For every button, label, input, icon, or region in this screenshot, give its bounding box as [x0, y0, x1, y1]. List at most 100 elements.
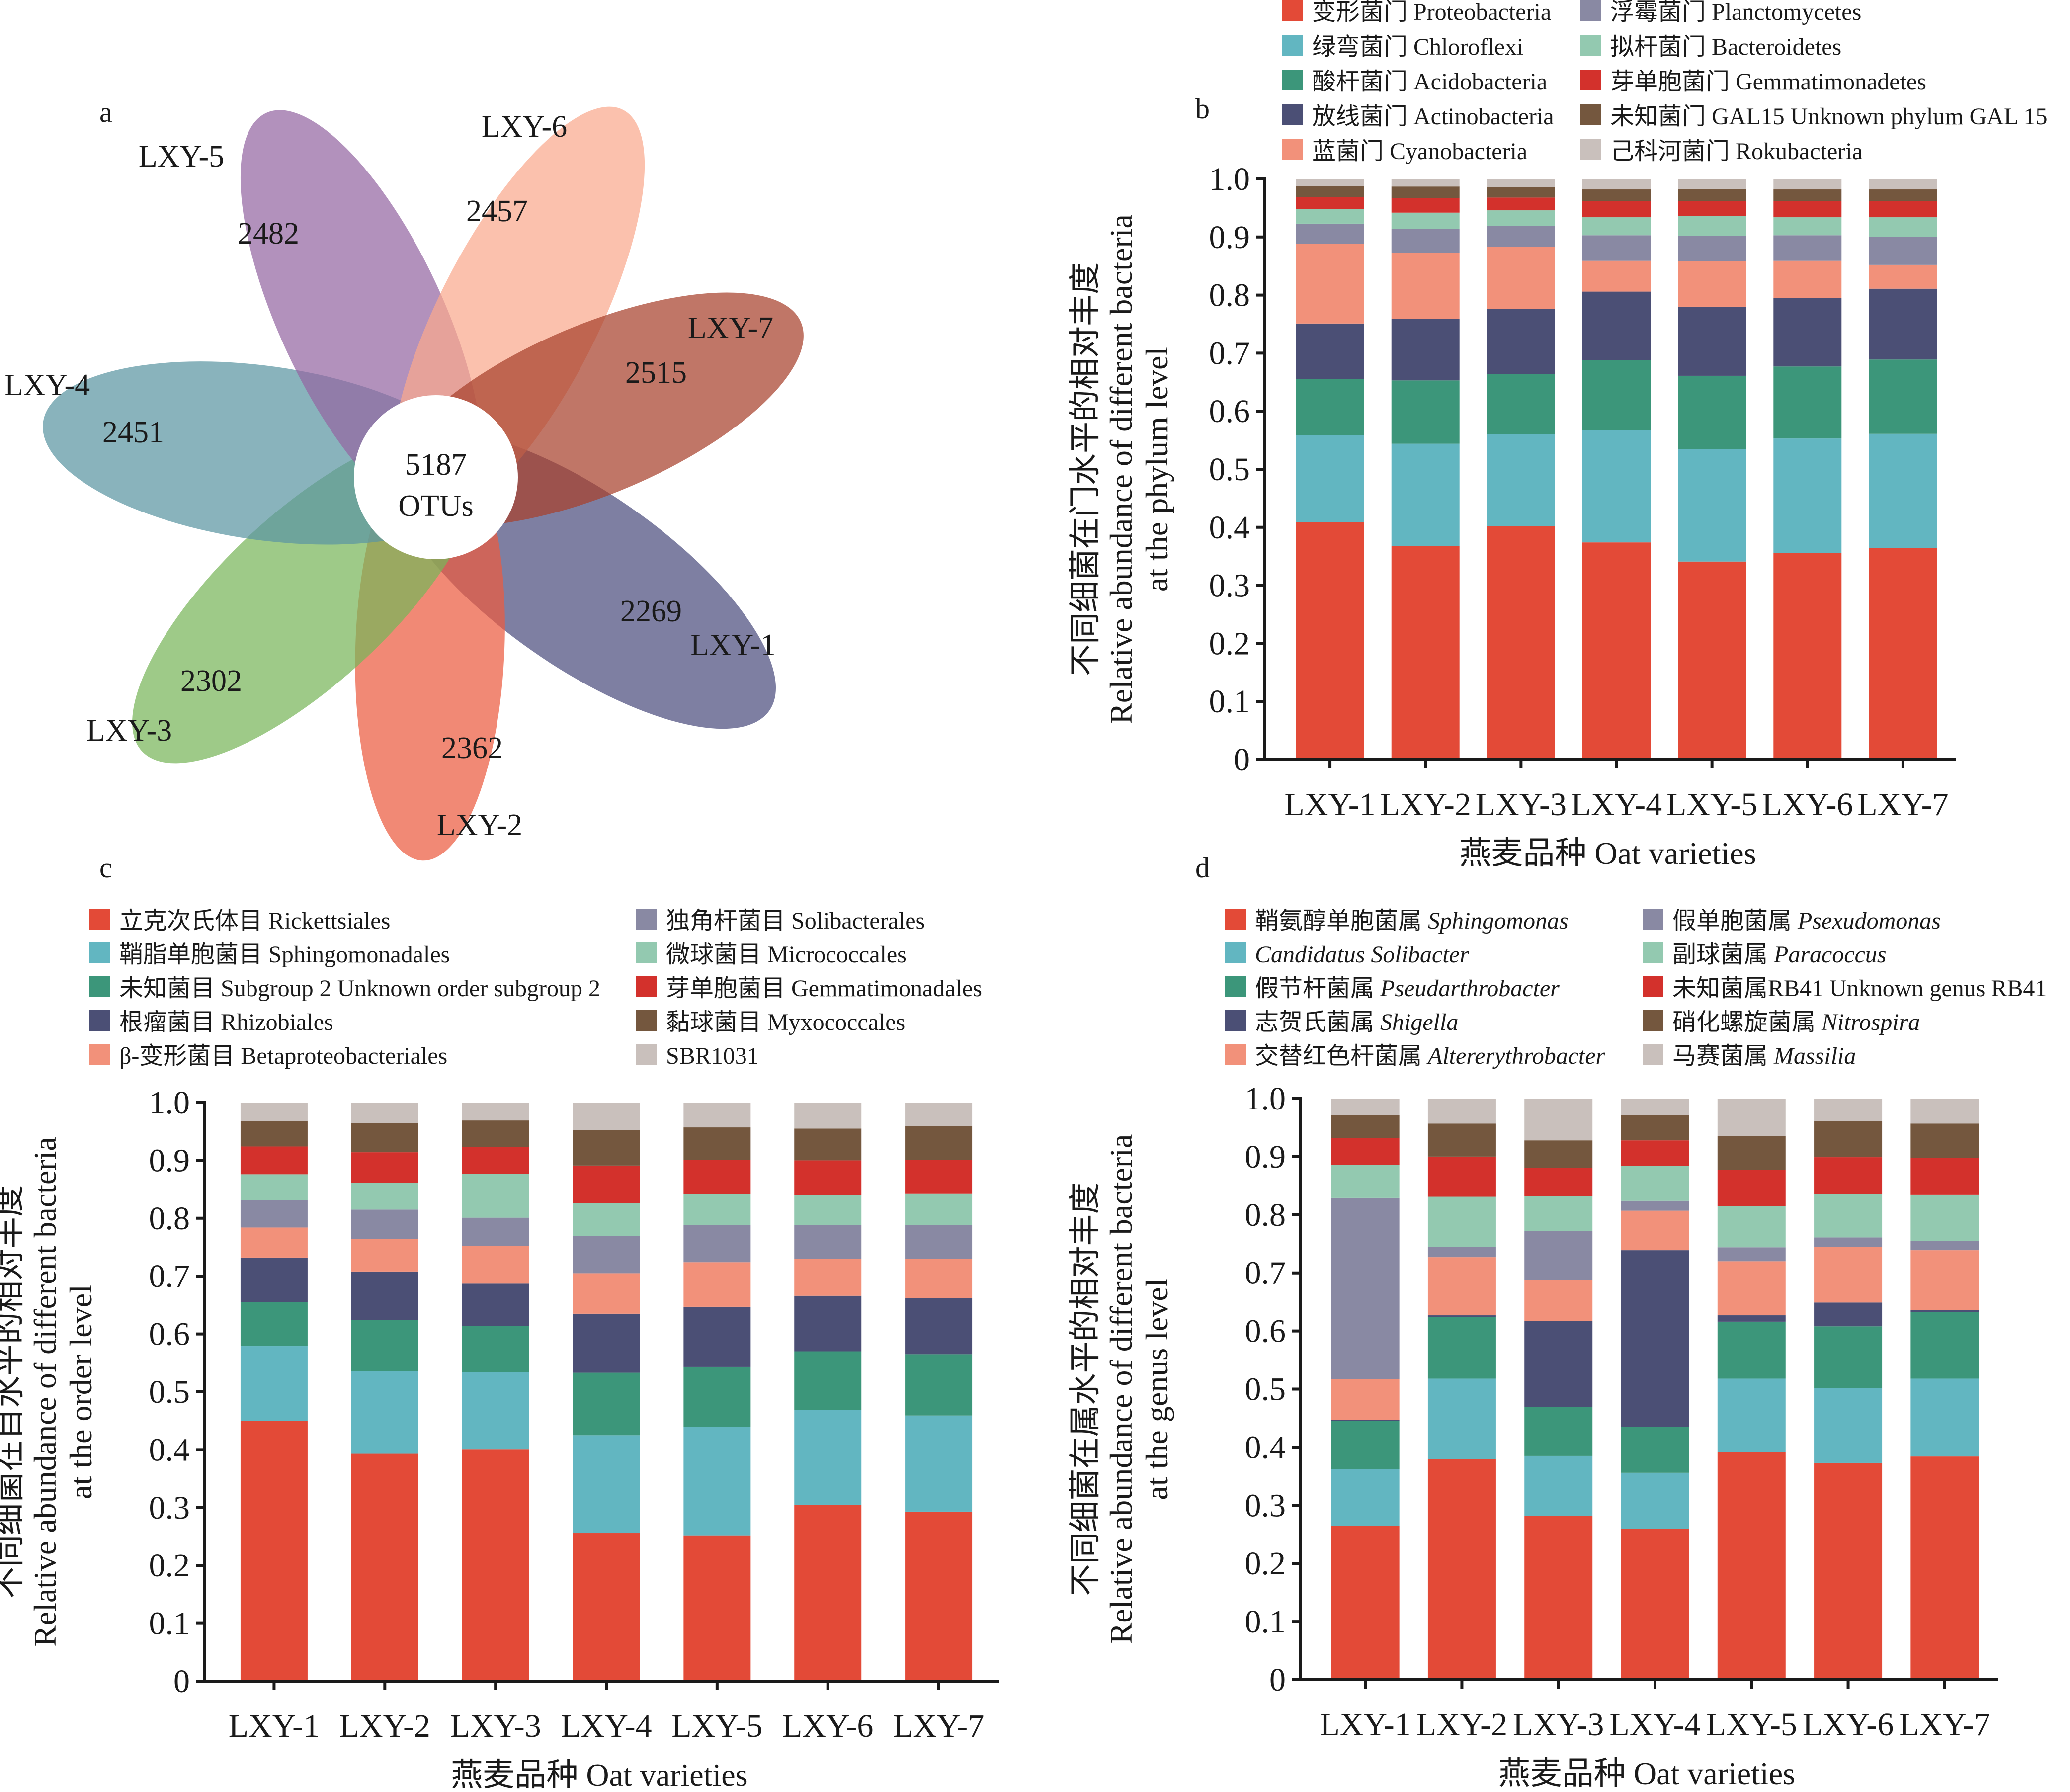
bar-segment — [351, 1320, 418, 1371]
bar-segment — [1582, 430, 1651, 543]
legend-swatch — [1225, 976, 1246, 997]
venn-unique-count: 2515 — [625, 356, 687, 390]
bar-segment — [1296, 186, 1364, 197]
bar-segment — [1582, 179, 1651, 190]
y-tick-label: 0.5 — [1245, 1371, 1286, 1408]
legend-label: SBR1031 — [666, 1043, 759, 1069]
bar-segment — [1678, 306, 1746, 376]
bar-segment — [1869, 237, 1937, 265]
venn-unique-count: 2269 — [620, 595, 682, 628]
legend-label: 鞘氨醇单胞菌属 Sphingomonas — [1255, 908, 1569, 934]
legend-item: 硝化螺旋菌属 Nitrospira — [1643, 1009, 1920, 1035]
legend-swatch — [1580, 0, 1601, 21]
bar-segment — [1869, 359, 1937, 434]
y-tick-label: 0.7 — [1209, 335, 1250, 371]
x-tick-label: LXY-5 — [1706, 1707, 1797, 1743]
bar-segment — [1524, 1280, 1593, 1321]
bar-stack-lxy-2 — [1391, 179, 1460, 760]
legend-swatch — [1225, 1044, 1246, 1065]
legend-label: 黏球菌目 Myxococcales — [666, 1009, 905, 1035]
legend-label-latin: Shigella — [1380, 1009, 1458, 1035]
venn-unique-count: 2457 — [466, 194, 528, 228]
legend-label: 变形菌门 Proteobacteria — [1312, 0, 1551, 25]
y-tick-label: 0.9 — [149, 1142, 190, 1179]
bar-segment — [1487, 247, 1555, 309]
y-tick-label: 0.8 — [1209, 277, 1250, 314]
bar-segment — [462, 1147, 529, 1174]
legend-label: 蓝菌门 Cyanobacteria — [1312, 138, 1527, 165]
legend-label-cn: 志贺氏菌属 — [1255, 1009, 1380, 1035]
bar-segment — [1910, 1250, 1979, 1310]
legend-swatch — [1282, 104, 1303, 125]
bar-segment — [1524, 1516, 1593, 1680]
x-tick-label: LXY-6 — [1762, 786, 1853, 823]
bar-segment — [573, 1435, 640, 1534]
legend-item: 马赛菌属 Massilia — [1643, 1043, 1856, 1069]
legend-label-cn: 马赛菌属 — [1672, 1043, 1774, 1069]
bar-segment — [1296, 435, 1364, 522]
bar-segment — [1621, 1427, 1689, 1473]
bar-segment — [1524, 1168, 1593, 1196]
x-tick-label: LXY-3 — [1476, 786, 1567, 823]
bar-segment — [1717, 1452, 1786, 1680]
y-tick-label: 0.7 — [1245, 1255, 1286, 1291]
bar-segment — [1869, 201, 1937, 218]
bar-segment — [462, 1449, 529, 1681]
y-axis-title: at the order level — [63, 1284, 98, 1499]
legend-label: 立克次氏体目 Rickettsiales — [119, 908, 390, 934]
bar-segment — [794, 1195, 862, 1225]
bar-segment — [240, 1200, 308, 1228]
legend-label-cn: 交替红色杆菌属 — [1255, 1043, 1428, 1069]
y-axis-title: Relative abundance of different bacteria — [1103, 1134, 1139, 1644]
y-tick-label: 0 — [173, 1663, 190, 1700]
bar-stack-lxy-3 — [462, 1103, 529, 1681]
bar-segment — [1487, 226, 1555, 247]
bar-segment — [1910, 1312, 1979, 1379]
bar-segment — [1296, 379, 1364, 435]
y-tick-label: 0.6 — [1245, 1313, 1286, 1350]
bar-segment — [1296, 323, 1364, 379]
bar-segment — [1869, 217, 1937, 237]
y-axis-title: at the phylum level — [1139, 347, 1174, 592]
bar-segment — [1717, 1378, 1786, 1452]
legend-item: 黏球菌目 Myxococcales — [636, 1009, 905, 1035]
bar-segment — [351, 1183, 418, 1210]
x-axis-title: 燕麦品种 Oat varieties — [451, 1757, 747, 1792]
y-tick-label: 0.2 — [149, 1547, 190, 1584]
bar-segment — [1869, 433, 1937, 548]
bar-segment — [1773, 438, 1842, 553]
y-tick-label: 0.3 — [1245, 1487, 1286, 1524]
bar-stack-lxy-7 — [905, 1103, 973, 1681]
bar-segment — [1391, 212, 1460, 229]
bar-segment — [683, 1427, 751, 1536]
bar-segment — [1391, 253, 1460, 319]
bar-stack-lxy-5 — [1717, 1099, 1786, 1680]
bar-segment — [683, 1225, 751, 1263]
venn-set-label: LXY-5 — [139, 140, 224, 173]
panel-label-c: c — [99, 852, 112, 884]
bar-segment — [1582, 260, 1651, 292]
bar-segment — [1331, 1420, 1400, 1421]
bar-segment — [1773, 260, 1842, 298]
bar-segment — [905, 1160, 973, 1194]
y-tick-label: 0.9 — [1209, 219, 1250, 256]
bar-segment — [1910, 1158, 1979, 1195]
y-axis-title: 不同细菌在属水平的相对丰度 — [1068, 1183, 1103, 1596]
bar-segment — [351, 1152, 418, 1183]
bar-segment — [1427, 1378, 1496, 1459]
venn-unique-count: 2451 — [102, 416, 164, 449]
bar-segment — [1773, 179, 1842, 190]
bar-segment — [1717, 1321, 1786, 1379]
x-tick-label: LXY-5 — [671, 1708, 762, 1744]
legend-label-cn: 假节杆菌属 — [1255, 975, 1380, 1002]
bar-segment — [905, 1511, 973, 1681]
bar-segment — [1773, 189, 1842, 201]
venn-set-label: LXY-6 — [482, 110, 567, 144]
bar-segment — [794, 1160, 862, 1195]
bar-segment — [1678, 236, 1746, 261]
bar-segment — [1427, 1156, 1496, 1197]
bar-stack-lxy-2 — [351, 1103, 418, 1681]
bar-segment — [1427, 1459, 1496, 1680]
legend-item: 酸杆菌门 Acidobacteria — [1282, 69, 1547, 95]
